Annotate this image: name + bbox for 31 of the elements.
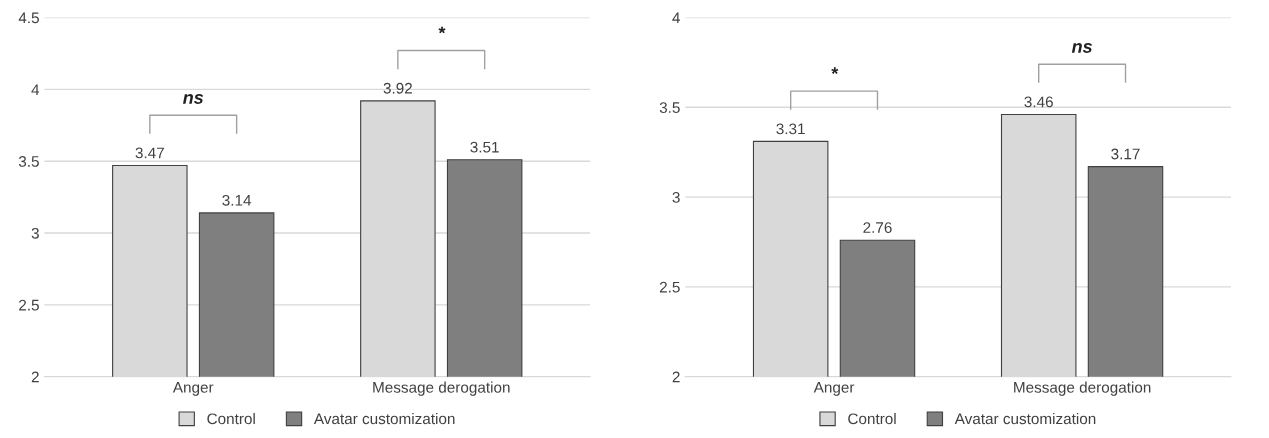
legend-label: Control	[207, 412, 255, 425]
y-tick-label: 2.5	[19, 299, 39, 311]
data-label: 3.31	[776, 123, 805, 135]
y-tick-label: 3	[672, 191, 680, 203]
y-tick-label: 4	[31, 84, 40, 95]
annotation: ns	[183, 94, 204, 104]
data-label: 2.76	[863, 222, 892, 234]
y-tick-label: 4.5	[18, 12, 39, 24]
y-tick-label: 3.5	[18, 156, 39, 167]
data-label: 3.47	[135, 147, 164, 159]
legend-label: Control	[848, 412, 896, 425]
data-label: 3.14	[222, 194, 252, 206]
data-label: 3.17	[1111, 148, 1140, 160]
y-tick-label: 2.5	[659, 281, 680, 293]
annotation: *	[438, 26, 446, 34]
legend-label: Avatar customization	[313, 412, 455, 425]
y-tick-label: 2	[31, 371, 39, 383]
legend-label: Avatar customization	[954, 412, 1096, 425]
x-tick-label: Message derogation	[373, 381, 510, 396]
data-label: 3.46	[1024, 96, 1053, 108]
x-tick-label: Anger	[813, 382, 855, 396]
y-tick-label: 4	[672, 12, 680, 24]
y-tick-label: 3	[31, 227, 39, 239]
annotation: *	[831, 67, 839, 74]
x-tick-label: Anger	[172, 382, 214, 396]
x-tick-label: Message derogation	[1014, 381, 1151, 396]
annotation: ns	[1071, 43, 1093, 53]
y-tick-label: 3.5	[659, 102, 680, 113]
y-tick-label: 2	[672, 371, 680, 383]
data-label: 3.51	[470, 141, 499, 153]
data-label: 3.92	[383, 82, 412, 94]
